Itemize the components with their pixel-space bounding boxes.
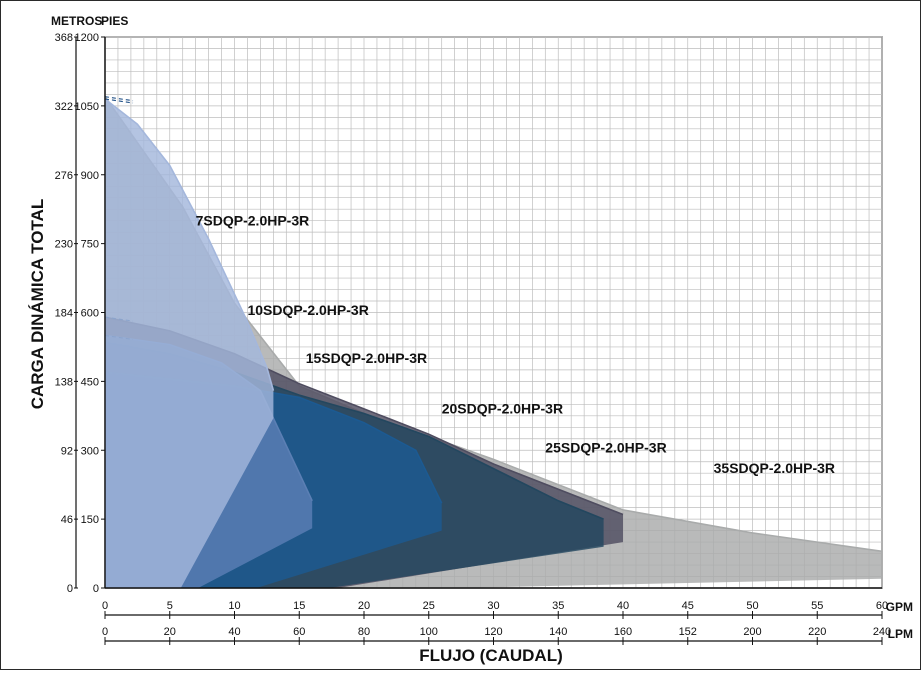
x-tick-label-lpm: 60 (293, 626, 305, 638)
y-tick-label-feet: 750 (81, 239, 99, 251)
x-tick-label-lpm: 120 (484, 626, 502, 638)
series-label: 7SDQP-2.0HP-3R (196, 212, 310, 228)
x-tick-label-gpm: 15 (293, 600, 305, 612)
x-tick-label-lpm: 140 (549, 626, 567, 638)
x-tick-label-lpm: 220 (808, 626, 826, 638)
y-tick-label-feet: 450 (81, 376, 99, 388)
shutoff-marker (104, 98, 134, 104)
curve-line-7sdqp-2.0hp-3r (104, 98, 275, 391)
x-tick-label-lpm: 160 (614, 626, 632, 638)
series-label: 25SDQP-2.0HP-3R (545, 440, 666, 456)
x-tick-label-gpm: 60 (876, 600, 888, 612)
y-tick-label-feet: 1200 (75, 32, 99, 44)
y-unit-meters: METROS (51, 14, 102, 28)
x-tick-label-gpm: 35 (552, 600, 564, 612)
x-tick-label-gpm: 0 (102, 600, 108, 612)
y-tick-label-meters: 0 (67, 583, 73, 595)
y-tick-label-meters: 368 (55, 32, 73, 44)
x-unit-lpm: LPM (888, 627, 913, 641)
y-tick-label-meters: 184 (55, 308, 73, 320)
x-tick-label-lpm: 40 (228, 626, 240, 638)
x-tick-label-gpm: 25 (423, 600, 435, 612)
x-tick-label-gpm: 50 (746, 600, 758, 612)
series-label: 35SDQP-2.0HP-3R (714, 460, 835, 476)
y-axis-title: CARGA DINÁMICA TOTAL (28, 199, 47, 410)
series-labels: 35SDQP-2.0HP-3R 25SDQP-2.0HP-3R 20SDQP-2.0… (196, 212, 835, 476)
x-unit-gpm: GPM (886, 600, 913, 614)
curve-areas (104, 96, 883, 588)
x-tick-label-lpm: 152 (679, 626, 697, 638)
y-tick-label-feet: 600 (81, 308, 99, 320)
x-tick-label-gpm: 45 (682, 600, 694, 612)
x-tick-label-lpm: 80 (358, 626, 370, 638)
y-tick-label-meters: 322 (55, 101, 73, 113)
x-tick-label-gpm: 10 (228, 600, 240, 612)
y-tick-label-feet: 300 (81, 445, 99, 457)
y-tick-label-meters: 92 (61, 445, 73, 457)
y-tick-label-meters: 276 (55, 170, 73, 182)
y-tick-label-feet: 1050 (75, 101, 99, 113)
curve-area-7sdqp-2.0hp-3r (105, 99, 274, 588)
x-tick-label-gpm: 40 (617, 600, 629, 612)
series-label: 20SDQP-2.0HP-3R (442, 401, 563, 417)
y-tick-label-meters: 230 (55, 239, 73, 251)
y-tick-label-meters: 46 (61, 514, 73, 526)
y-unit-feet: PIES (101, 14, 128, 28)
y-tick-label-meters: 138 (55, 376, 73, 388)
x-tick-label-lpm: 200 (743, 626, 761, 638)
x-tick-label-lpm: 240 (873, 626, 891, 638)
y-tick-label-feet: 900 (81, 170, 99, 182)
x-tick-label-lpm: 0 (102, 626, 108, 638)
x-tick-label-gpm: 5 (167, 600, 173, 612)
shutoff-marker (104, 96, 134, 102)
tick-labels: 0015046300924501386001847502309002761050… (55, 32, 891, 645)
x-tick-label-lpm: 100 (420, 626, 438, 638)
x-tick-label-gpm: 30 (487, 600, 499, 612)
y-tick-label-feet: 0 (93, 583, 99, 595)
x-tick-label-lpm: 20 (164, 626, 176, 638)
y-tick-label-feet: 150 (81, 514, 99, 526)
x-axis-title: FLUJO (CAUDAL) (419, 646, 563, 665)
series-label: 10SDQP-2.0HP-3R (247, 302, 368, 318)
series-label: 15SDQP-2.0HP-3R (306, 350, 427, 366)
x-tick-label-gpm: 55 (811, 600, 823, 612)
x-tick-label-gpm: 20 (358, 600, 370, 612)
